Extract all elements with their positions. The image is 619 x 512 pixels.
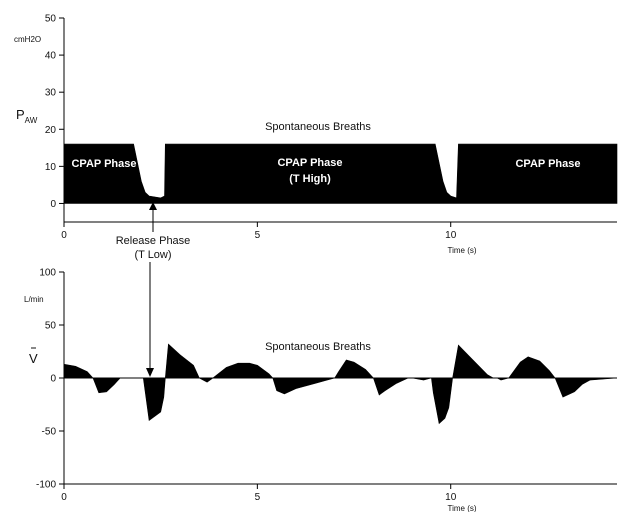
cpap-phase-label-1: CPAP Phase — [71, 158, 136, 170]
flow-axis-label: V — [29, 351, 38, 366]
flow-y-tick-label: -50 — [42, 427, 57, 438]
flow-x-tick-label: 0 — [61, 492, 67, 503]
flow-unit-label: L/min — [24, 295, 44, 304]
pressure-y-tick-label: 30 — [45, 88, 57, 99]
release-phase-label: Release Phase — [116, 235, 191, 247]
pressure-waveform — [63, 143, 618, 204]
cpap-phase-label-3: CPAP Phase — [515, 158, 580, 170]
pressure-y-tick-label: 50 — [45, 14, 57, 25]
flow-x-axis-title: Time (s) — [447, 504, 476, 512]
spontaneous-breaths-label-bottom: Spontaneous Breaths — [265, 341, 371, 353]
flow-waveform — [63, 343, 618, 425]
release-phase-t-low-label: (T Low) — [134, 249, 171, 261]
pressure-y-tick-label: 40 — [45, 51, 57, 62]
flow-panel: -100 -50 0 50 100 0 5 10 L/min V Time (s) Spon… — [24, 268, 618, 512]
flow-y-tick-label: -100 — [36, 480, 56, 491]
release-arrow-down-head — [146, 368, 154, 377]
pressure-y-tick-label: 20 — [45, 125, 57, 136]
pressure-x-tick-label: 0 — [61, 230, 67, 241]
pressure-unit-label: cmH2O — [14, 35, 41, 44]
pressure-x-axis-title: Time (s) — [447, 246, 476, 255]
cpap-phase-t-high-label: (T High) — [289, 173, 331, 185]
pressure-x-tick-label: 5 — [255, 230, 261, 241]
pressure-y-tick-label: 0 — [50, 199, 56, 210]
flow-x-tick-label: 5 — [255, 492, 261, 503]
release-arrow-up-head — [149, 202, 157, 210]
flow-x-tick-label: 10 — [445, 492, 457, 503]
flow-y-tick-label: 50 — [45, 321, 57, 332]
pressure-y-tick-label: 10 — [45, 162, 57, 173]
flow-y-tick-label: 100 — [39, 268, 56, 279]
cpap-phase-label-2: CPAP Phase — [277, 157, 342, 169]
spontaneous-breaths-label-top: Spontaneous Breaths — [265, 121, 371, 133]
pressure-axis-subscript: AW — [25, 116, 38, 125]
release-phase-annotation: Release Phase (T Low) — [116, 202, 191, 377]
flow-y-tick-label: 0 — [50, 374, 56, 385]
pressure-axis-label: PAW — [16, 107, 38, 125]
pressure-x-tick-label: 10 — [445, 230, 457, 241]
pressure-panel: 0 10 20 30 40 50 0 5 10 cmH2O PAW Time (s) CPAP… — [14, 14, 618, 255]
